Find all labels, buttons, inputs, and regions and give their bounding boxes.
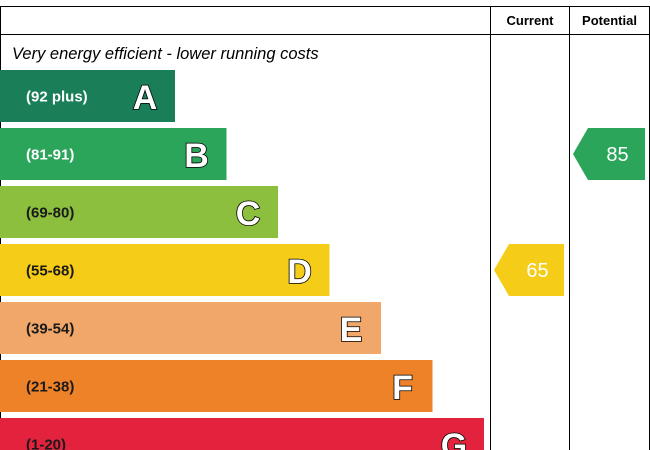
band-a-letter: A xyxy=(133,79,158,117)
band-c-range-label: (69-80) xyxy=(26,205,74,222)
band-c-letter: C xyxy=(236,195,261,233)
potential-column-header: Potential xyxy=(582,13,637,28)
band-e-range-label: (39-54) xyxy=(26,321,74,338)
potential-rating-marker: 85 xyxy=(573,128,645,180)
band-e-letter: E xyxy=(340,311,363,349)
rating-bands: (92 plus) A (81-91) B (69-80) C (55-68) D (39-54… xyxy=(0,70,484,450)
band-d-range-label: (55-68) xyxy=(26,263,74,280)
rating-markers: 65 85 xyxy=(494,128,645,296)
band-b-letter: B xyxy=(184,137,209,175)
band-g: (1-20) G xyxy=(0,418,484,450)
current-rating-marker: 65 xyxy=(494,244,564,296)
band-b-bar xyxy=(0,128,227,180)
band-g-bar xyxy=(0,418,484,450)
band-f-bar xyxy=(0,360,433,412)
band-a: (92 plus) A xyxy=(0,70,175,122)
band-d: (55-68) D xyxy=(0,244,330,296)
band-d-letter: D xyxy=(287,253,312,291)
current-rating-marker-arrow xyxy=(494,244,564,296)
band-d-bar xyxy=(0,244,330,296)
band-a-range-label: (92 plus) xyxy=(26,89,88,106)
band-e: (39-54) E xyxy=(0,302,381,354)
current-rating-marker-value: 65 xyxy=(526,260,548,282)
top-note: Very energy efficient - lower running co… xyxy=(12,45,319,63)
potential-rating-marker-arrow xyxy=(573,128,645,180)
band-g-letter: G xyxy=(441,427,467,450)
band-e-bar xyxy=(0,302,381,354)
current-column-header: Current xyxy=(507,13,555,28)
band-c: (69-80) C xyxy=(0,186,278,238)
band-f-range-label: (21-38) xyxy=(26,379,74,396)
band-c-bar xyxy=(0,186,278,238)
band-g-range-label: (1-20) xyxy=(26,437,66,450)
band-a-bar xyxy=(0,70,175,122)
band-b-range-label: (81-91) xyxy=(26,147,74,164)
band-f-letter: F xyxy=(392,369,413,407)
potential-rating-marker-value: 85 xyxy=(606,144,628,166)
band-f: (21-38) F xyxy=(0,360,433,412)
band-b: (81-91) B xyxy=(0,128,227,180)
